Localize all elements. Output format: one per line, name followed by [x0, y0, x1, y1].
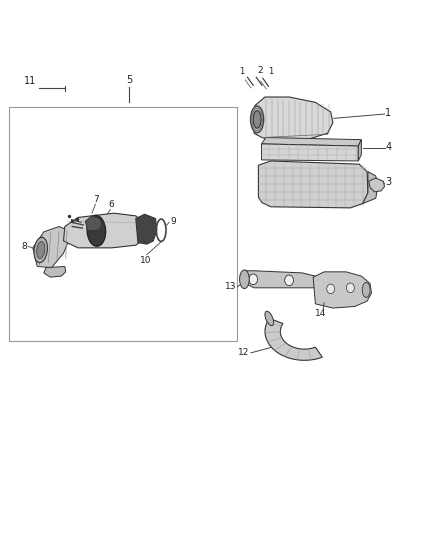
Ellipse shape [253, 110, 261, 128]
Polygon shape [136, 214, 157, 244]
Text: 3: 3 [385, 177, 392, 187]
Polygon shape [369, 178, 385, 192]
Circle shape [346, 283, 354, 293]
Polygon shape [33, 227, 70, 268]
Text: 2: 2 [258, 66, 263, 75]
Polygon shape [64, 213, 147, 248]
Polygon shape [240, 271, 319, 288]
Circle shape [249, 274, 258, 285]
Ellipse shape [362, 282, 370, 297]
Polygon shape [254, 97, 333, 141]
Circle shape [285, 275, 293, 286]
Text: 1: 1 [240, 67, 245, 76]
Polygon shape [363, 172, 378, 204]
Text: 4: 4 [385, 142, 392, 151]
Polygon shape [313, 272, 371, 308]
Bar [9, 107, 237, 341]
Polygon shape [258, 161, 368, 208]
Text: 9: 9 [170, 217, 176, 225]
Polygon shape [261, 138, 361, 146]
Text: 5: 5 [126, 75, 132, 85]
Polygon shape [44, 266, 66, 277]
Text: 1: 1 [268, 67, 273, 76]
Text: 6: 6 [109, 200, 114, 209]
Text: 12: 12 [238, 349, 250, 357]
Ellipse shape [251, 106, 264, 133]
Circle shape [327, 284, 335, 294]
Ellipse shape [265, 311, 274, 326]
Text: 14: 14 [315, 309, 326, 318]
Ellipse shape [37, 241, 45, 259]
Text: 1: 1 [385, 108, 392, 118]
Polygon shape [85, 216, 102, 231]
Polygon shape [265, 318, 322, 360]
Polygon shape [358, 140, 361, 161]
Polygon shape [261, 144, 358, 161]
Ellipse shape [87, 215, 106, 246]
Text: 11: 11 [24, 76, 36, 86]
Ellipse shape [34, 237, 47, 263]
Text: 10: 10 [140, 256, 152, 265]
Ellipse shape [240, 270, 249, 289]
Text: 8: 8 [21, 242, 27, 251]
Text: 7: 7 [93, 195, 99, 204]
Text: 13: 13 [225, 282, 237, 291]
